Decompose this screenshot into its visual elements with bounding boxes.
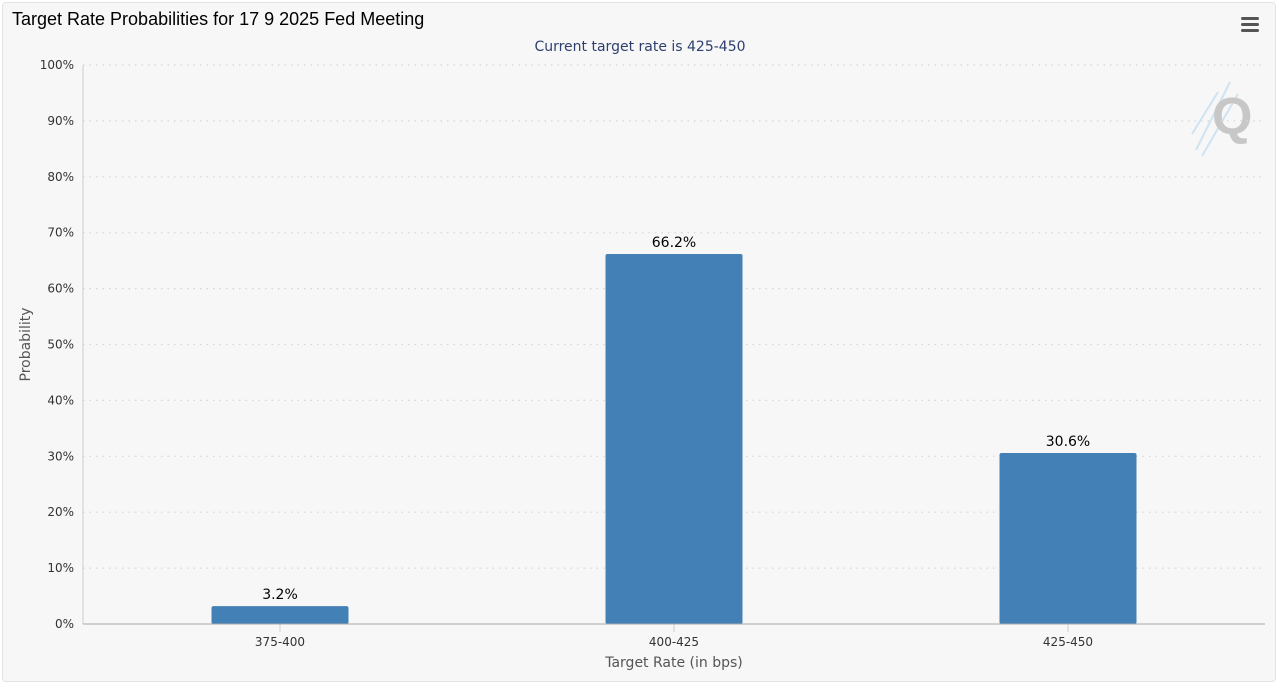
y-tick-label: 30% xyxy=(47,449,74,463)
x-tick-label-375-400: 375-400 xyxy=(255,635,305,649)
x-tick-label-425-450: 425-450 xyxy=(1043,635,1093,649)
y-tick-label: 100% xyxy=(40,58,74,72)
bar-400-425[interactable] xyxy=(605,253,743,624)
chart-title: Target Rate Probabilities for 17 9 2025 … xyxy=(12,9,425,29)
hamburger-menu-icon-bar xyxy=(1241,23,1259,26)
data-label-400-425: 66.2% xyxy=(652,235,696,251)
hamburger-menu-icon-bar xyxy=(1241,29,1259,32)
y-tick-label: 80% xyxy=(47,170,74,184)
y-tick-label: 50% xyxy=(47,338,74,352)
data-label-375-400: 3.2% xyxy=(262,587,298,603)
q-logo-watermark-icon: Q xyxy=(1191,81,1252,157)
data-labels: 3.2% 66.2% 30.6% xyxy=(262,235,1090,603)
y-tick-label: 90% xyxy=(47,114,74,128)
chart-subtitle: Current target rate is 425-450 xyxy=(534,39,746,55)
data-label-425-450: 30.6% xyxy=(1046,434,1090,450)
chart-menu-button[interactable] xyxy=(1238,14,1262,36)
y-axis-title: Probability xyxy=(18,307,34,381)
y-tick-label: 20% xyxy=(47,505,74,519)
y-tick-label: 10% xyxy=(47,561,74,575)
y-tick-label: 40% xyxy=(47,393,74,407)
bar-375-400[interactable] xyxy=(211,606,349,624)
bar-425-450[interactable] xyxy=(999,452,1137,624)
y-axis-ticks: 0% 10% 20% 30% 40% 50% 60% 70% 80% 90% 100% xyxy=(40,58,74,631)
x-tick-label-400-425: 400-425 xyxy=(649,635,699,649)
y-tick-label: 70% xyxy=(47,226,74,240)
x-axis-ticks: 375-400 400-425 425-450 xyxy=(255,624,1093,649)
y-tick-label: 60% xyxy=(47,282,74,296)
x-axis-title: Target Rate (in bps) xyxy=(604,655,743,671)
y-tick-label: 0% xyxy=(55,617,74,631)
hamburger-menu-icon xyxy=(1241,17,1259,20)
bars xyxy=(211,253,1137,624)
svg-text:Q: Q xyxy=(1212,88,1252,146)
